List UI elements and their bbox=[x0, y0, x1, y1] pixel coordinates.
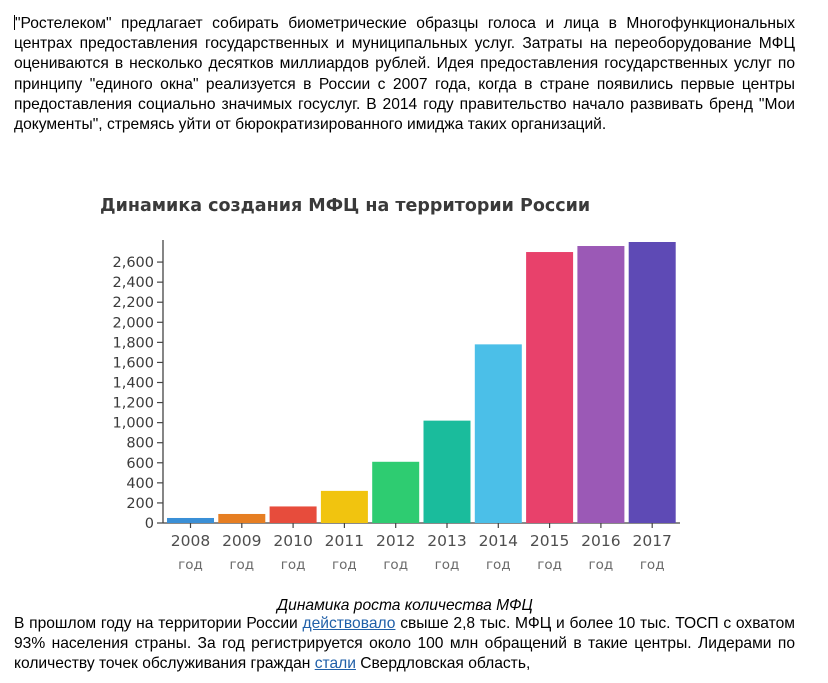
y-tick-label: 400 bbox=[126, 476, 154, 492]
figure-caption: Динамика роста количества МФЦ bbox=[277, 597, 533, 614]
outro-text-2: свыше 2,8 тыс. МФЦ и более 10 тыс. ТОСП … bbox=[14, 615, 795, 673]
y-tick-label: 1,000 bbox=[112, 416, 154, 432]
x-tick-sublabel: год bbox=[383, 557, 408, 573]
y-tick-label: 2,400 bbox=[112, 275, 154, 291]
y-tick-label: 2,000 bbox=[112, 315, 154, 331]
y-tick-label: 1,200 bbox=[112, 396, 154, 412]
mfc-bar-chart: Динамика создания МФЦ на территории Росс… bbox=[100, 196, 680, 573]
link-stali[interactable]: стали bbox=[314, 655, 356, 673]
chart-title: Динамика создания МФЦ на территории Росс… bbox=[100, 196, 590, 216]
bar-2013 bbox=[423, 420, 471, 523]
x-tick-label: 2008 bbox=[171, 532, 210, 550]
bar-2008 bbox=[167, 517, 214, 523]
x-tick-sublabel: год bbox=[281, 557, 306, 573]
x-tick-label: 2016 bbox=[581, 532, 620, 550]
y-tick-label: 200 bbox=[126, 496, 154, 512]
x-tick-sublabel: год bbox=[435, 557, 460, 573]
x-tick-sublabel: год bbox=[537, 557, 562, 573]
y-tick-label: 0 bbox=[145, 516, 154, 532]
chart-axes: 0 200 400 600 800 1,000 1,200 1,400 1,600 1,800 2,… bbox=[112, 240, 680, 532]
bar-2015 bbox=[526, 252, 574, 523]
outro-paragraph: В прошлом году на территории России дейс… bbox=[14, 614, 795, 675]
x-tick-label: 2015 bbox=[530, 532, 569, 550]
bar-2011 bbox=[320, 490, 368, 523]
x-tick-label: 2012 bbox=[376, 532, 415, 550]
bar-2009 bbox=[218, 513, 266, 523]
x-tick-sublabel: год bbox=[332, 557, 357, 573]
x-tick-label: 2010 bbox=[273, 532, 312, 550]
x-tick-sublabel: год bbox=[486, 557, 511, 573]
y-tick-label: 2,600 bbox=[112, 255, 154, 271]
bar-2010 bbox=[269, 506, 317, 523]
y-tick-label: 2,200 bbox=[112, 295, 154, 311]
bar-2016 bbox=[577, 246, 625, 523]
intro-paragraph: "Ростелеком" предлагает собирать биометр… bbox=[14, 14, 795, 135]
bar-2012 bbox=[372, 461, 420, 523]
x-tick-sublabel: год bbox=[229, 557, 254, 573]
x-tick-label: 2011 bbox=[325, 532, 364, 550]
x-tick-label: 2009 bbox=[222, 532, 261, 550]
chart-x-labels: 2008 год 2009 год 2010 год 2011 год 2012 год 2013 г… bbox=[171, 523, 672, 573]
chart-bars bbox=[167, 242, 676, 523]
intro-text: "Ростелеком" предлагает собирать биометр… bbox=[14, 15, 795, 134]
bar-2014 bbox=[474, 344, 522, 523]
y-tick-label: 1,800 bbox=[112, 335, 154, 351]
x-tick-label: 2013 bbox=[427, 532, 466, 550]
link-deystvovalo[interactable]: действовало bbox=[302, 615, 396, 632]
outro-text-1: В прошлом году на территории России bbox=[14, 615, 303, 632]
y-tick-label: 1,400 bbox=[112, 376, 154, 392]
text-cursor bbox=[14, 15, 15, 30]
y-tick-label: 800 bbox=[126, 436, 154, 452]
y-tick-label: 1,600 bbox=[112, 355, 154, 371]
y-tick-label: 600 bbox=[126, 456, 154, 472]
x-tick-sublabel: год bbox=[589, 557, 614, 573]
x-tick-label: 2014 bbox=[479, 532, 518, 550]
bar-2017 bbox=[628, 242, 676, 523]
x-tick-label: 2017 bbox=[632, 532, 671, 550]
outro-text-3: Свердловская область, bbox=[355, 655, 531, 673]
x-tick-sublabel: год bbox=[178, 557, 203, 573]
x-tick-sublabel: год bbox=[640, 557, 665, 573]
